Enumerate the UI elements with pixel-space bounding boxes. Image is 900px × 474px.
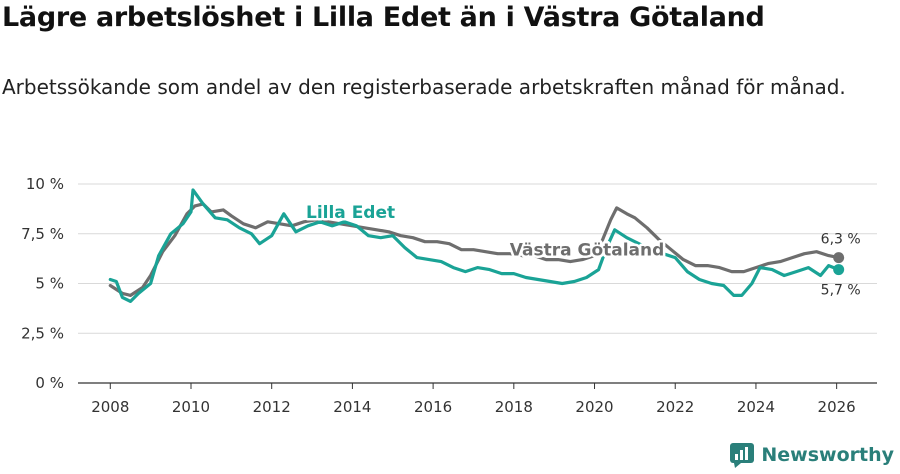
x-tick-label: 2012 <box>253 398 291 416</box>
series-label-vastra-gotaland: Västra Götaland <box>510 241 665 261</box>
y-tick-label: 2,5 % <box>21 324 64 342</box>
x-tick-label: 2024 <box>737 398 775 416</box>
x-axis: 2008 2010 2012 2014 2016 2018 2020 2022 2024 2026 <box>78 382 877 416</box>
series-line-vastra-gotaland <box>108 202 841 297</box>
x-tick-label: 2022 <box>656 398 694 416</box>
brand-name: Newsworthy <box>761 444 894 466</box>
y-tick-label: 10 % <box>26 175 64 193</box>
x-tick-label: 2016 <box>414 398 452 416</box>
series-lines <box>108 188 845 303</box>
chart-title: Lägre arbetslöshet i Lilla Edet än i Väs… <box>2 2 765 33</box>
series-labels: Lilla Edet Västra Götaland 6,3 % 5,7 % <box>303 201 861 299</box>
x-tick-label: 2018 <box>495 398 533 416</box>
end-value-vastra-gotaland: 6,3 % <box>821 232 861 248</box>
newsworthy-logo-icon <box>730 443 755 468</box>
grid-lines <box>78 183 877 334</box>
y-tick-label: 0 % <box>35 374 64 392</box>
chart-subtitle: Arbetssökande som andel av den registerb… <box>2 75 846 99</box>
end-point-vastra-gotaland <box>833 252 845 264</box>
series-label-lilla-edet: Lilla Edet <box>306 203 395 223</box>
x-tick-label: 2026 <box>818 398 856 416</box>
x-tick-label: 2010 <box>172 398 210 416</box>
y-tick-label: 5 % <box>35 275 64 293</box>
x-tick-label: 2020 <box>575 398 613 416</box>
end-point-lilla-edet <box>833 264 845 276</box>
end-value-lilla-edet: 5,7 % <box>821 283 861 299</box>
y-axis-ticks: 0 % 2,5 % 5 % 7,5 % 10 % <box>21 175 64 392</box>
series-line-lilla-edet <box>108 188 841 303</box>
brand: Newsworthy <box>729 442 894 468</box>
x-tick-label: 2014 <box>333 398 371 416</box>
y-tick-label: 7,5 % <box>21 225 64 243</box>
x-tick-label: 2008 <box>91 398 129 416</box>
